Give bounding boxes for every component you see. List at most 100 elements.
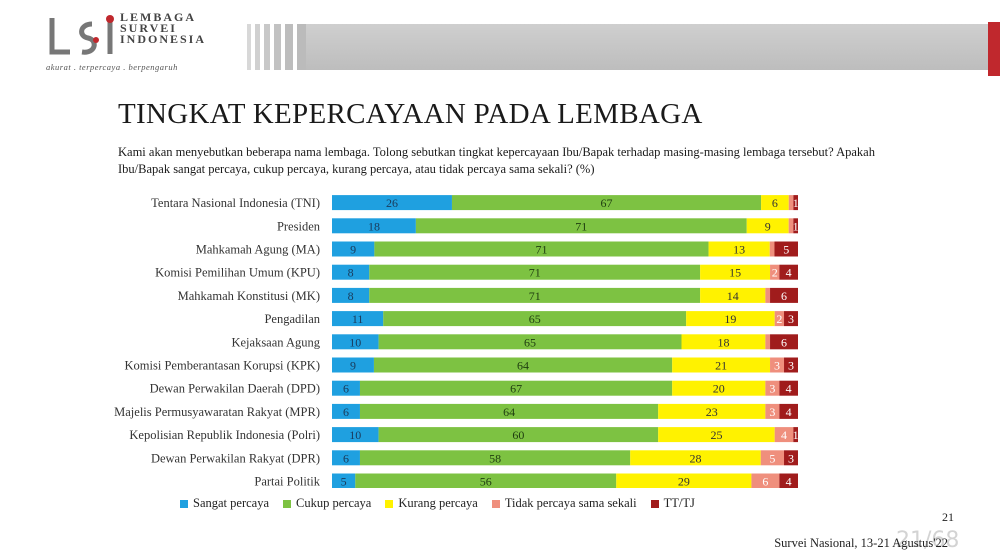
data-label: 19 [724, 312, 736, 326]
bar-segment-sangat [332, 195, 452, 211]
bar-segment-sangat [332, 427, 379, 443]
data-label: 6 [772, 196, 778, 210]
data-label: 3 [774, 359, 780, 373]
data-label: 26 [386, 196, 398, 210]
bar-segment-kurang [761, 195, 789, 211]
category-label: Presiden [277, 219, 321, 233]
data-label: 71 [535, 243, 547, 257]
bar-segment-tidak [788, 195, 794, 211]
header-band [306, 24, 1000, 70]
page-number: 21 [942, 510, 954, 524]
data-label: 1 [793, 196, 799, 210]
data-label: 58 [489, 451, 501, 465]
bar-segment-cukup [378, 334, 682, 350]
data-label: 25 [710, 428, 722, 442]
category-label: Tentara Nasional Indonesia (TNI) [151, 196, 320, 210]
bar-segment-tidak [788, 218, 794, 234]
data-label: 60 [512, 428, 524, 442]
legend-item: TT/TJ [650, 496, 695, 511]
bar-segment-tt [784, 311, 798, 327]
bar-segment-kurang [672, 357, 771, 373]
slide-title: TINGKAT KEPERCAYAAN PADA LEMBAGA [118, 98, 703, 130]
data-label: 67 [510, 382, 522, 396]
data-label: 29 [678, 475, 690, 489]
data-label: 65 [529, 312, 541, 326]
bar-segment-tt [793, 195, 798, 211]
bar-segment-tt [779, 264, 798, 280]
data-label: 23 [706, 405, 718, 419]
bar-segment-cukup [451, 195, 762, 211]
data-label: 3 [788, 359, 794, 373]
legend-swatch [650, 499, 659, 508]
data-label: 4 [786, 382, 792, 396]
bar-segment-tt [784, 450, 798, 466]
data-label: 5 [341, 475, 347, 489]
bar-segment-sangat [332, 450, 360, 466]
data-label: 3 [769, 382, 775, 396]
bar-segment-tidak [765, 287, 771, 303]
data-label: 9 [350, 359, 356, 373]
bar-segment-cukup [359, 403, 659, 419]
category-label: Dewan Perwakilan Daerah (DPD) [150, 382, 320, 396]
logo-line: SURVEI [120, 21, 177, 35]
bar-segment-cukup [415, 218, 747, 234]
data-label: 3 [788, 312, 794, 326]
bar-segment-sangat [332, 357, 374, 373]
bar-segment-tidak [760, 450, 785, 466]
data-label: 71 [529, 289, 541, 303]
bar-segment-tidak [774, 427, 794, 443]
bar-segment-tt [793, 427, 798, 443]
bar-segment-sangat [332, 241, 375, 257]
data-label: 8 [348, 289, 354, 303]
data-label: 6 [762, 475, 768, 489]
logo-line: LEMBAGA [120, 10, 197, 24]
bar-segment-tt [774, 241, 798, 257]
data-label: 3 [769, 405, 775, 419]
bar-segment-kurang [672, 380, 766, 396]
legend-item: Cukup percaya [283, 496, 371, 511]
data-label: 18 [368, 219, 380, 233]
bar-segment-sangat [332, 380, 360, 396]
category-label: Kepolisian Republik Indonesia (Polri) [129, 428, 320, 442]
bar-segment-cukup [355, 473, 617, 488]
trust-stacked-bar-chart: Tentara Nasional Indonesia (TNI) 26 67 6 1 Pr… [114, 195, 799, 489]
legend-swatch [385, 499, 394, 508]
bar-segment-sangat [332, 473, 356, 488]
bar-segment-kurang [658, 427, 775, 443]
logo-tagline: akurat . terpercaya . berpengaruh [46, 62, 178, 72]
data-label: 3 [788, 451, 794, 465]
bar-segment-cukup [359, 450, 631, 466]
bar-segment-tidak [774, 311, 785, 327]
legend-label: Sangat percaya [193, 496, 270, 510]
bar-segment-kurang [746, 218, 789, 234]
legend-label: Kurang percaya [398, 496, 478, 510]
data-label: 21 [715, 359, 727, 373]
header-stripes [247, 24, 307, 70]
slide-counter: 21/68 [896, 528, 960, 553]
bar-segment-cukup [374, 241, 709, 257]
bar-segment-tidak [765, 403, 780, 419]
category-label: Komisi Pemilihan Umum (KPU) [155, 266, 320, 280]
bar-segment-cukup [369, 287, 701, 303]
logo-wordmark: LEMBAGA SURVEI INDONESIA [120, 10, 206, 45]
bar-segment-tt [779, 473, 798, 488]
data-label: 6 [343, 451, 349, 465]
bar-segment-kurang [700, 264, 771, 280]
bar-segment-kurang [686, 311, 775, 327]
data-label: 67 [601, 196, 613, 210]
bar-segment-kurang [700, 287, 766, 303]
bar-segment-cukup [383, 311, 687, 327]
legend-item: Tidak percaya sama sekali [491, 496, 637, 511]
data-label: 6 [343, 382, 349, 396]
bar-segment-sangat [332, 287, 370, 303]
category-label: Komisi Pemberantasan Korupsi (KPK) [125, 359, 320, 373]
category-label: Kejaksaan Agung [231, 335, 320, 349]
data-label: 15 [729, 266, 741, 280]
legend-swatch [283, 499, 292, 508]
bar-segment-tidak [765, 380, 780, 396]
bar-segment-tt [779, 380, 798, 396]
legend-label: Tidak percaya sama sekali [504, 496, 637, 510]
data-label: 1 [793, 428, 799, 442]
data-label: 5 [769, 451, 775, 465]
bar-segment-tidak [770, 264, 780, 280]
